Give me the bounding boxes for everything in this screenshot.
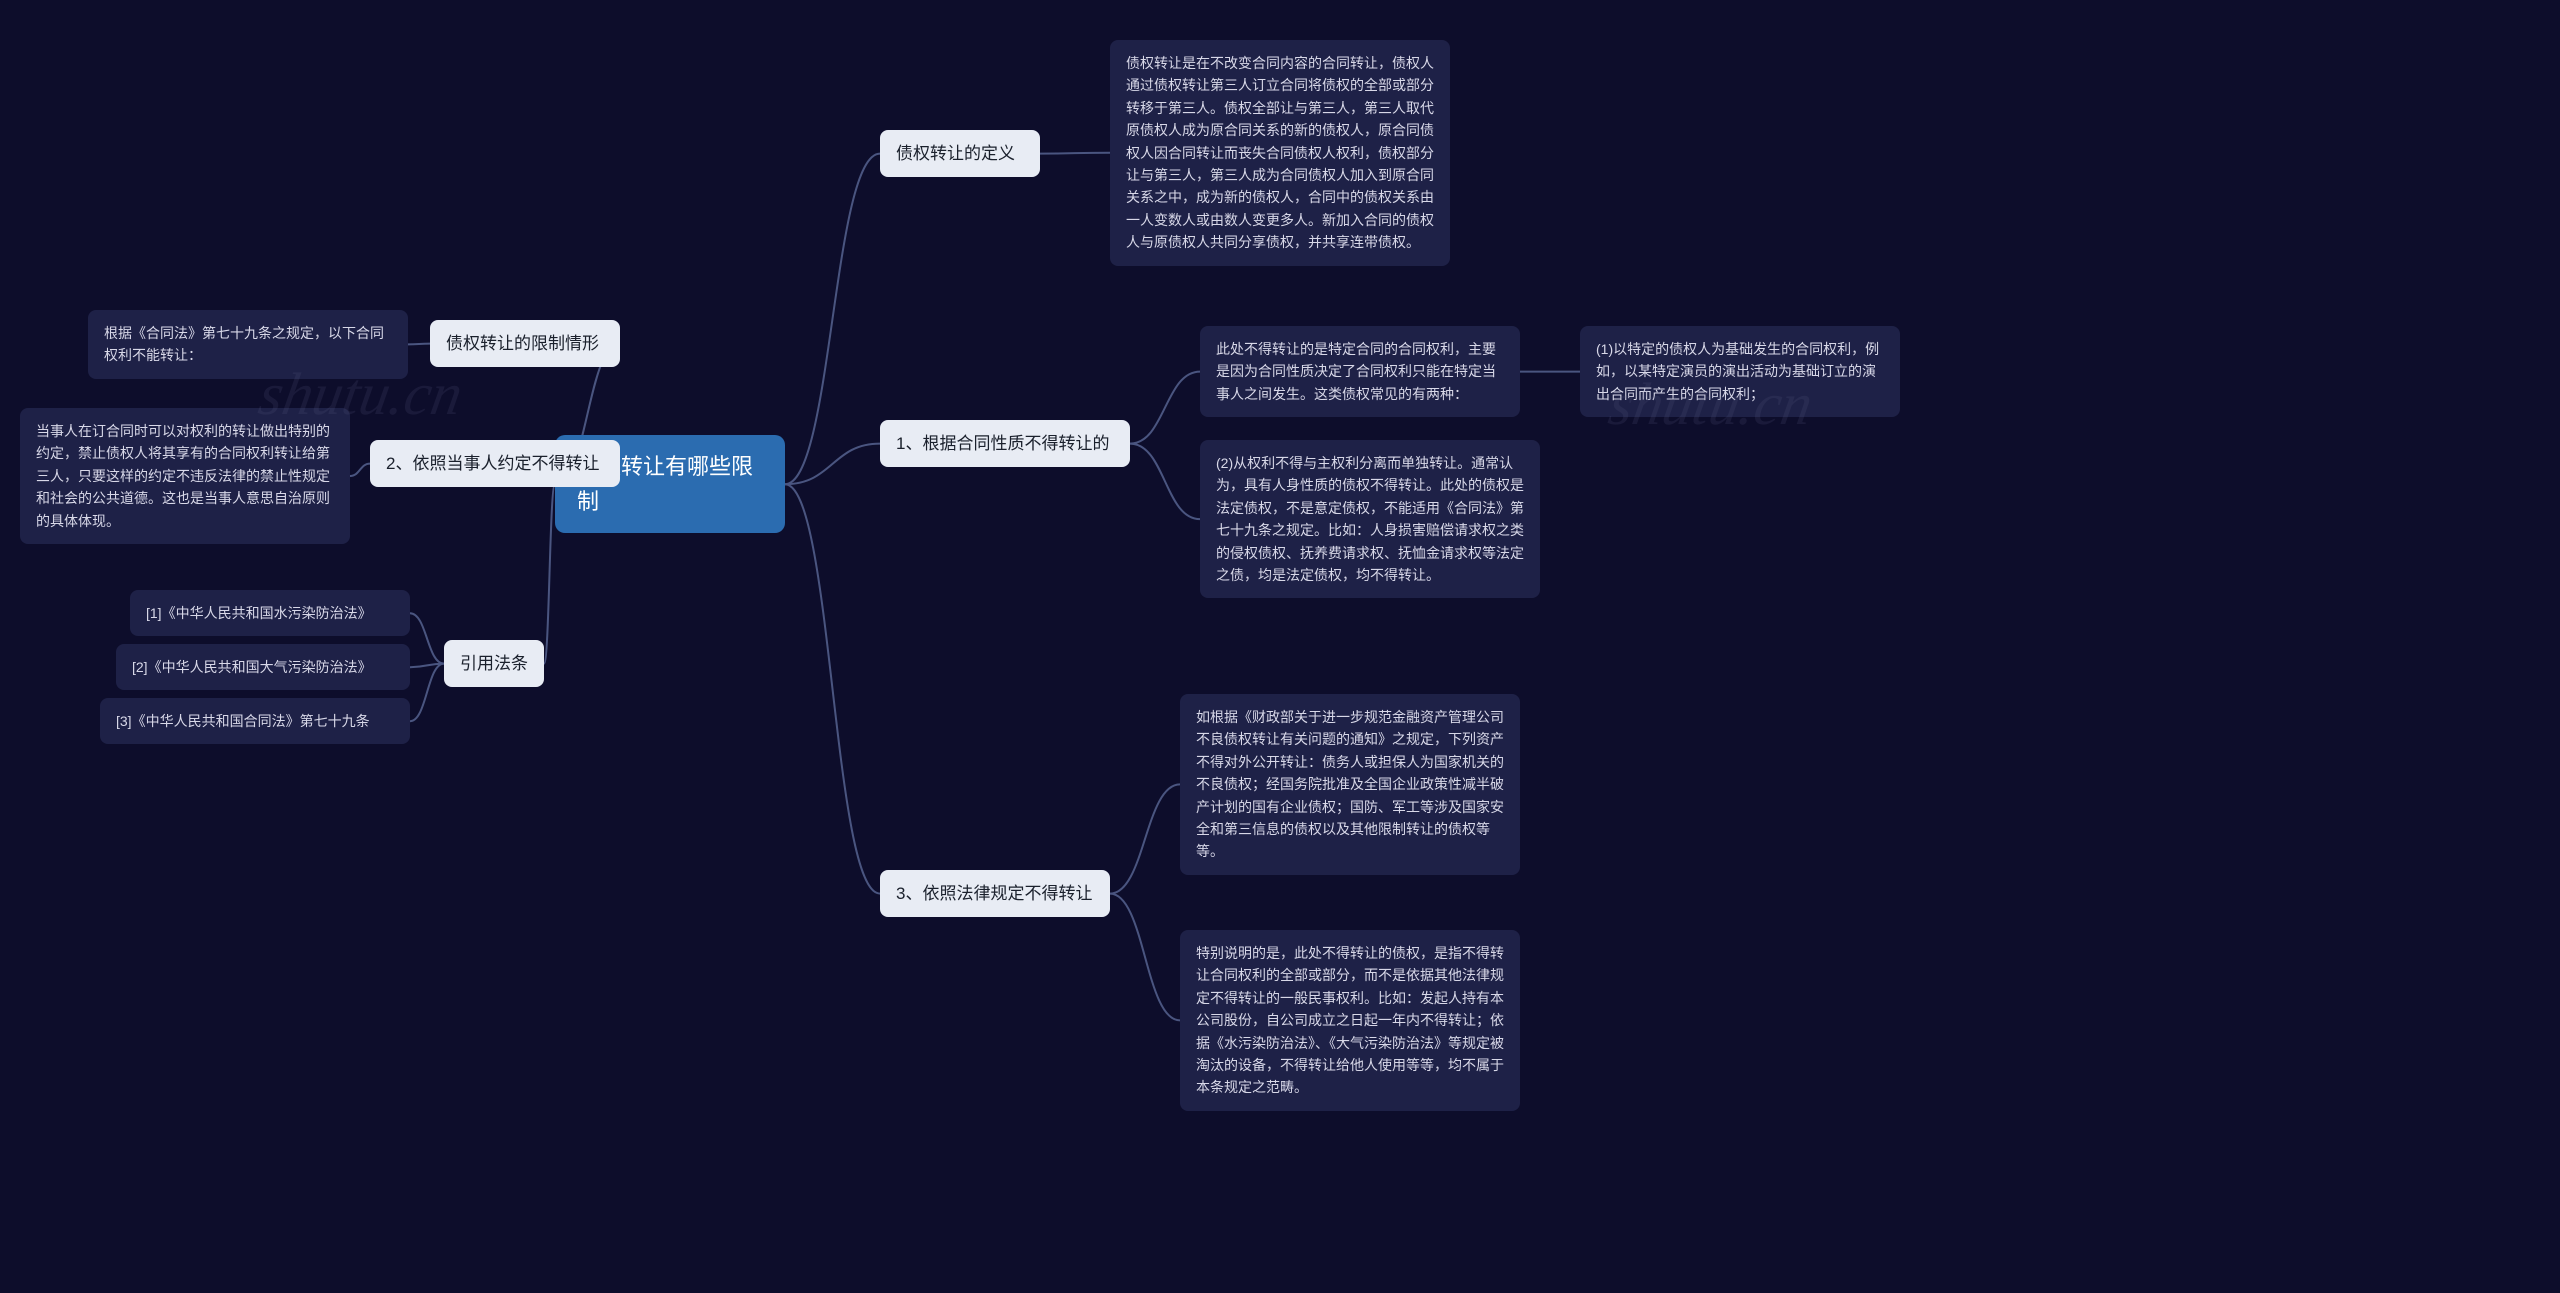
node-r1[interactable]: 债权转让的定义 bbox=[880, 130, 1040, 177]
mindmap-stage: 债权转让有哪些限制债权转让的定义债权转让是在不改变合同内容的合同转让，债权人通过… bbox=[0, 0, 2560, 1293]
node-r1a[interactable]: 债权转让是在不改变合同内容的合同转让，债权人通过债权转让第三人订立合同将债权的全… bbox=[1110, 40, 1450, 266]
node-l3a[interactable]: [1]《中华人民共和国水污染防治法》 bbox=[130, 590, 410, 636]
node-r3[interactable]: 3、依照法律规定不得转让 bbox=[880, 870, 1110, 917]
node-l1a[interactable]: 根据《合同法》第七十九条之规定，以下合同权利不能转让： bbox=[88, 310, 408, 379]
node-r3a[interactable]: 如根据《财政部关于进一步规范金融资产管理公司不良债权转让有关问题的通知》之规定，… bbox=[1180, 694, 1520, 875]
node-r2a1[interactable]: (1)以特定的债权人为基础发生的合同权利，例如，以某特定演员的演出活动为基础订立… bbox=[1580, 326, 1900, 417]
node-r2a[interactable]: 此处不得转让的是特定合同的合同权利，主要是因为合同性质决定了合同权利只能在特定当… bbox=[1200, 326, 1520, 417]
node-r3b[interactable]: 特别说明的是，此处不得转让的债权，是指不得转让合同权利的全部或部分，而不是依据其… bbox=[1180, 930, 1520, 1111]
node-l3b[interactable]: [2]《中华人民共和国大气污染防治法》 bbox=[116, 644, 410, 690]
node-l2a[interactable]: 当事人在订合同时可以对权利的转让做出特别的约定，禁止债权人将其享有的合同权利转让… bbox=[20, 408, 350, 544]
node-r2[interactable]: 1、根据合同性质不得转让的 bbox=[880, 420, 1130, 467]
node-l2[interactable]: 2、依照当事人约定不得转让 bbox=[370, 440, 620, 487]
node-l3c[interactable]: [3]《中华人民共和国合同法》第七十九条 bbox=[100, 698, 410, 744]
node-l1[interactable]: 债权转让的限制情形 bbox=[430, 320, 620, 367]
node-r2b[interactable]: (2)从权利不得与主权利分离而单独转让。通常认为，具有人身性质的债权不得转让。此… bbox=[1200, 440, 1540, 598]
node-l3[interactable]: 引用法条 bbox=[444, 640, 544, 687]
